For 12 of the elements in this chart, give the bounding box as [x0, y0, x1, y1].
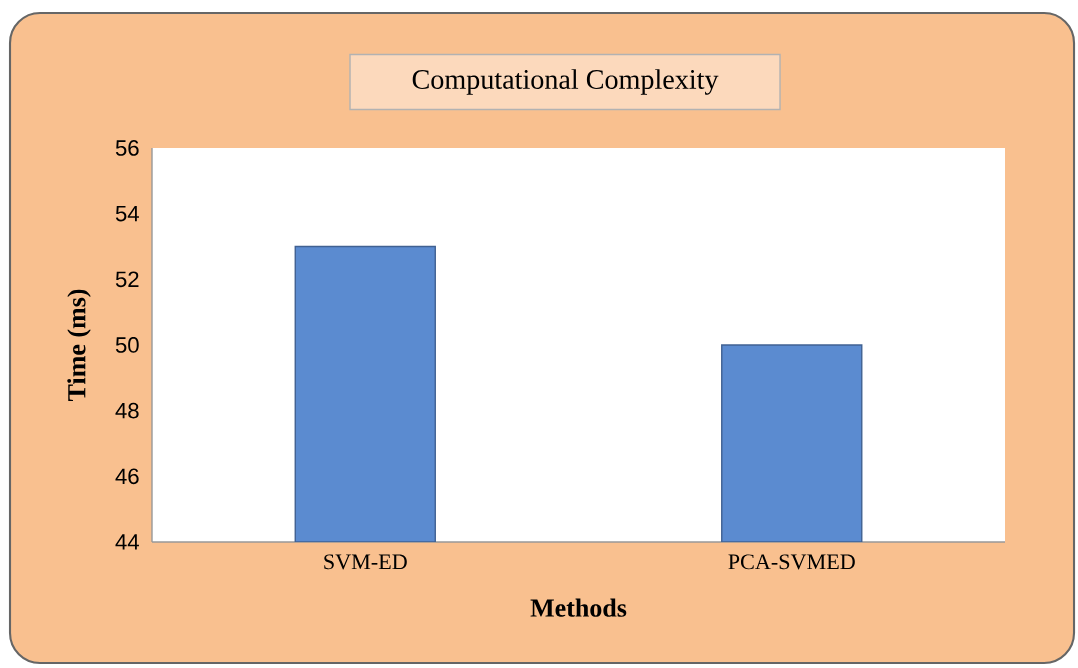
y-tick-label: 52 — [115, 271, 139, 288]
y-tick-label: 46 — [115, 468, 139, 485]
x-axis-title: Methods — [530, 598, 627, 617]
y-tick-label: 50 — [115, 337, 139, 353]
y-tick-label: 44 — [115, 534, 139, 550]
y-tick-label: 48 — [115, 402, 139, 419]
y-axis-title: Time (ms) — [67, 289, 91, 402]
y-tick-label: 56 — [115, 140, 139, 156]
chart-title: Computational Complexity — [412, 69, 719, 95]
y-tick-label: 54 — [115, 205, 139, 222]
x-tick-label: SVM-ED — [324, 554, 407, 570]
x-tick-label: PCA-SVMED — [728, 554, 855, 570]
